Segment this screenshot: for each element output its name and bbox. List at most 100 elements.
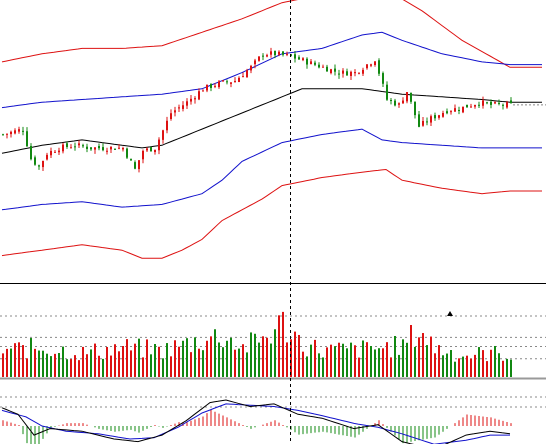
candle-body: [270, 51, 272, 55]
macd-dea-line: [1, 403, 510, 444]
candle-body: [114, 148, 116, 150]
volume-bar: [422, 333, 424, 377]
candle-body: [438, 115, 440, 118]
candle-body: [342, 70, 344, 74]
volume-bar: [18, 342, 20, 377]
candle-body: [146, 148, 148, 151]
candle-body: [258, 56, 260, 61]
candle-body: [242, 76, 244, 78]
volume-bar: [202, 350, 204, 377]
candle-body: [494, 102, 496, 104]
volume-bar: [506, 358, 508, 377]
volume-bar: [262, 336, 264, 377]
candle-body: [426, 121, 428, 123]
candle-body: [46, 154, 48, 160]
volume-bar: [206, 340, 208, 377]
candle-body: [178, 107, 180, 109]
volume-bar: [266, 337, 268, 377]
candle-body: [70, 147, 72, 149]
candle-body: [298, 57, 300, 60]
candle-body: [302, 58, 304, 61]
candle-body: [338, 73, 340, 75]
volume-bar: [474, 354, 476, 377]
volume-bar: [398, 354, 400, 377]
volume-bar: [246, 352, 248, 377]
volume-bar: [350, 342, 352, 377]
candle-body: [274, 50, 276, 56]
volume-bar: [162, 358, 164, 377]
candle-body: [38, 165, 40, 167]
candle-body: [250, 65, 252, 71]
moving-average-line: [1, 88, 542, 154]
volume-bar: [374, 349, 376, 377]
volume-bar: [278, 315, 280, 377]
candle-body: [478, 104, 480, 106]
volume-bar: [198, 348, 200, 377]
candle-body: [326, 66, 328, 72]
volume-bar: [42, 350, 44, 377]
volume-bar: [226, 340, 228, 377]
volume-bar: [378, 348, 380, 377]
candle-body: [122, 147, 124, 150]
candle-body: [322, 66, 324, 68]
volume-bar: [90, 349, 92, 377]
candle-body: [226, 81, 228, 83]
candle-body: [106, 150, 108, 152]
volume-bar: [290, 339, 292, 377]
volume-bar: [146, 339, 148, 377]
volume-bar: [362, 340, 364, 377]
candle-body: [26, 131, 28, 147]
candle-body: [346, 71, 348, 76]
candle-body: [498, 102, 500, 104]
candle-body: [318, 64, 320, 68]
candle-body: [358, 72, 360, 74]
candle-body: [306, 58, 308, 65]
bollinger-inner-lower-line: [1, 128, 542, 211]
candle-body: [90, 147, 92, 150]
volume-bar: [122, 345, 124, 377]
volume-bar: [186, 338, 188, 377]
candle-body: [202, 90, 204, 92]
candle-body: [330, 69, 332, 74]
candle-body: [118, 147, 120, 149]
volume-bar: [86, 354, 88, 377]
candle-body: [18, 129, 20, 132]
candle-body: [170, 113, 172, 120]
candle-body: [194, 98, 196, 100]
volume-bar: [326, 347, 328, 377]
candle-body: [362, 69, 364, 74]
candle-body: [410, 92, 412, 102]
volume-bar: [250, 332, 252, 377]
volume-bar: [306, 356, 308, 377]
volume-bar: [330, 344, 332, 377]
candle-body: [398, 103, 400, 105]
candle-body: [406, 92, 408, 102]
volume-bar: [70, 359, 72, 377]
volume-bar: [78, 360, 80, 377]
volume-bar: [450, 350, 452, 377]
volume-bar: [102, 358, 104, 377]
volume-bar: [178, 346, 180, 377]
volume-bar: [2, 353, 4, 377]
candle-body: [382, 73, 384, 84]
candle-body: [98, 146, 100, 149]
candle-body: [238, 77, 240, 83]
volume-bar: [302, 351, 304, 377]
volume-bar: [6, 348, 8, 377]
volume-bar: [218, 342, 220, 377]
candle-body: [474, 105, 476, 107]
volume-bar: [254, 333, 256, 377]
volume-bar: [46, 353, 48, 377]
volume-bar: [106, 347, 108, 377]
volume-bar: [510, 359, 512, 377]
volume-bar: [418, 337, 420, 377]
volume-bar: [214, 329, 216, 377]
candle-body: [366, 64, 368, 69]
candle-body: [174, 110, 176, 113]
volume-bar: [390, 357, 392, 377]
candle-body: [482, 100, 484, 106]
volume-bar: [430, 336, 432, 377]
volume-bar: [154, 343, 156, 377]
